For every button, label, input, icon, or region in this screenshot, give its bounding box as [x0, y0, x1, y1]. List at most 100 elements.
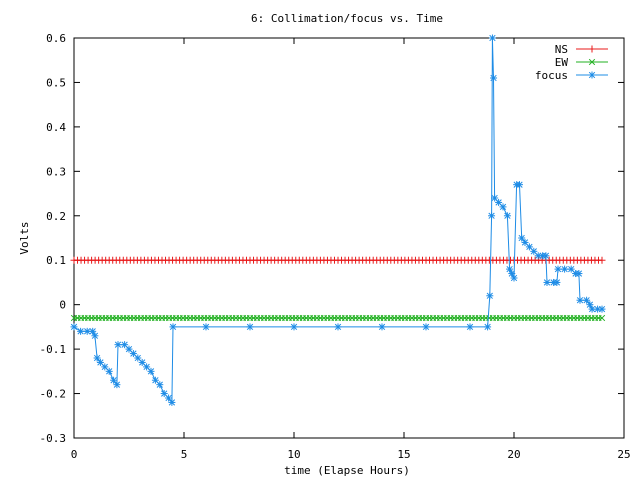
data-point — [114, 341, 122, 349]
y-tick-label: -0.2 — [40, 388, 67, 401]
marker-stroke — [113, 381, 121, 388]
marker-stroke — [110, 377, 117, 384]
x-tick-label: 10 — [287, 448, 300, 461]
marker-stroke — [491, 194, 498, 202]
legend-marker — [588, 71, 596, 79]
marker-stroke — [147, 368, 155, 375]
marker-stroke — [91, 332, 99, 339]
data-point — [554, 265, 562, 273]
marker-stroke — [378, 323, 386, 331]
data-point — [575, 270, 583, 278]
data-point — [542, 252, 550, 260]
marker-stroke — [542, 252, 550, 259]
marker-stroke — [506, 265, 513, 273]
marker-stroke — [101, 363, 108, 371]
data-point — [466, 323, 474, 331]
data-point — [93, 354, 101, 362]
y-tick-label: 0 — [59, 299, 66, 312]
data-point — [543, 278, 551, 286]
marker-stroke — [114, 341, 122, 348]
marker-stroke — [495, 199, 502, 206]
data-point — [378, 323, 386, 331]
y-tick-label: -0.3 — [40, 432, 67, 445]
marker-stroke — [588, 58, 596, 66]
data-point — [516, 181, 523, 189]
marker-stroke — [134, 354, 141, 362]
marker-stroke — [553, 279, 561, 286]
marker-stroke — [508, 270, 515, 277]
marker-stroke — [484, 323, 491, 331]
data-point — [168, 398, 176, 406]
series-line — [73, 37, 602, 404]
marker-stroke — [93, 354, 101, 362]
y-tick-label: 0.2 — [46, 210, 66, 223]
chart-title: 6: Collimation/focus vs. Time — [251, 12, 443, 25]
legend-label: EW — [555, 56, 569, 69]
marker-stroke — [504, 212, 511, 219]
marker-stroke — [486, 292, 493, 299]
data-point — [91, 332, 99, 340]
data-point — [561, 265, 569, 273]
data-point — [70, 323, 78, 331]
data-point — [488, 34, 496, 42]
y-tick-label: 0.4 — [46, 121, 66, 134]
marker-stroke — [518, 234, 525, 242]
marker-stroke — [561, 265, 568, 273]
y-axis-label: Volts — [18, 221, 31, 254]
marker-stroke — [490, 74, 497, 82]
marker-stroke — [583, 297, 590, 304]
marker-stroke — [422, 323, 430, 331]
marker-stroke — [521, 239, 529, 246]
data-point — [246, 323, 254, 331]
data-point — [499, 203, 507, 211]
marker-stroke — [202, 323, 210, 331]
series-ew — [70, 314, 606, 322]
marker-stroke — [139, 359, 146, 366]
legend-label: focus — [535, 69, 568, 82]
y-tick-label: 0.6 — [46, 32, 66, 45]
legend-marker — [588, 45, 596, 53]
marker-stroke — [489, 34, 496, 42]
data-point — [530, 247, 538, 255]
data-point — [490, 74, 498, 82]
data-point — [422, 323, 430, 331]
marker-stroke — [152, 377, 159, 384]
marker-stroke — [168, 399, 176, 406]
data-point — [83, 327, 91, 335]
y-tick-label: 0.1 — [46, 254, 66, 267]
axis-ticks: 0 5 10 15 20 25 -0.3 -0.2 -0.1 0 0.1 0.2 0.3 0.4 0.5 0.… — [40, 32, 631, 461]
marker-stroke — [588, 71, 596, 79]
marker-stroke — [588, 305, 596, 313]
data-point — [202, 323, 210, 331]
data-point — [510, 274, 518, 282]
marker-stroke — [97, 359, 104, 366]
data-point — [156, 381, 164, 389]
x-tick-label: 0 — [71, 448, 78, 461]
x-tick-label: 5 — [181, 448, 188, 461]
data-point — [334, 323, 342, 331]
x-tick-label: 20 — [507, 448, 520, 461]
data-point — [484, 323, 492, 331]
data-point — [101, 363, 109, 371]
data-point — [165, 394, 173, 402]
marker-stroke — [130, 350, 137, 357]
data-point — [486, 292, 494, 300]
marker-stroke — [568, 265, 575, 273]
data-point — [503, 212, 511, 220]
marker-stroke — [575, 270, 583, 277]
legend-label: NS — [555, 43, 568, 56]
data-point — [110, 376, 118, 384]
plot-frame — [73, 37, 625, 439]
marker-stroke — [334, 323, 342, 331]
marker-stroke — [598, 314, 606, 322]
marker-stroke — [526, 243, 533, 251]
marker-stroke — [70, 323, 78, 331]
data-point — [553, 278, 561, 286]
marker-stroke — [510, 274, 518, 282]
marker-stroke — [77, 328, 84, 335]
marker-stroke — [165, 394, 172, 402]
marker-stroke — [161, 390, 168, 397]
